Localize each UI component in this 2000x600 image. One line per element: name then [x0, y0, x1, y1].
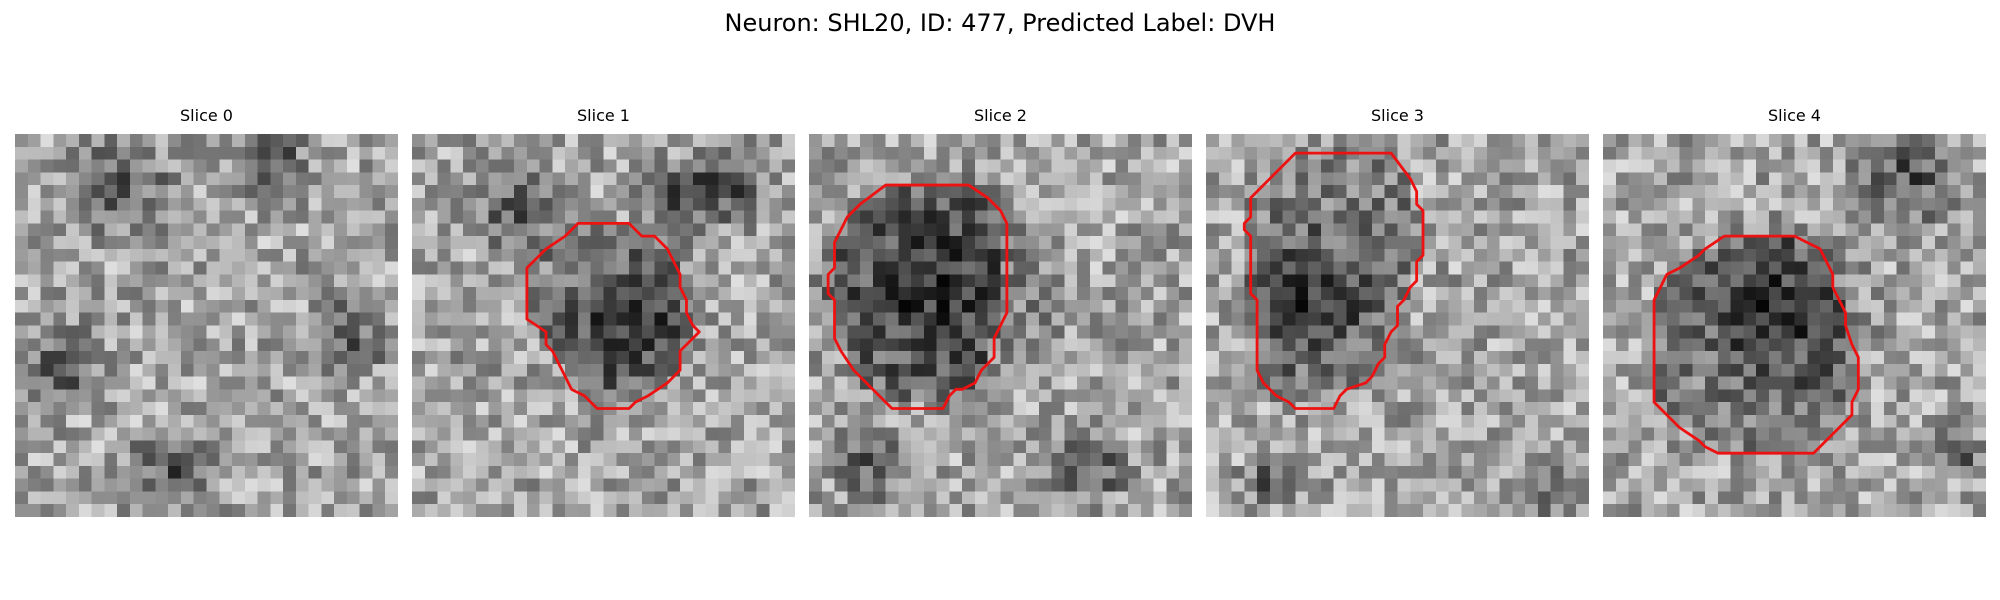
slice-title: Slice 2: [974, 106, 1027, 125]
slice-panel-4: Slice 4: [1603, 106, 1986, 517]
slice-image: [1206, 134, 1589, 517]
cell-contour: [1652, 234, 1860, 455]
slice-image: [1603, 134, 1986, 517]
slice-panel-2: Slice 2: [809, 106, 1192, 517]
slice-panel-0: Slice 0: [15, 106, 398, 517]
slice-image: [809, 134, 1192, 517]
slice-image: [15, 134, 398, 517]
cell-contour: [1242, 151, 1425, 410]
slice-title: Slice 4: [1768, 106, 1821, 125]
slice-panel-1: Slice 1: [412, 106, 795, 517]
slice-title: Slice 3: [1371, 106, 1424, 125]
slice-image: [412, 134, 795, 517]
slice-panel-3: Slice 3: [1206, 106, 1589, 517]
slice-title: Slice 0: [180, 106, 233, 125]
slice-title: Slice 1: [577, 106, 630, 125]
cell-contour: [826, 183, 1009, 410]
cell-contour: [525, 221, 701, 410]
figure-title: Neuron: SHL20, ID: 477, Predicted Label:…: [724, 9, 1276, 37]
